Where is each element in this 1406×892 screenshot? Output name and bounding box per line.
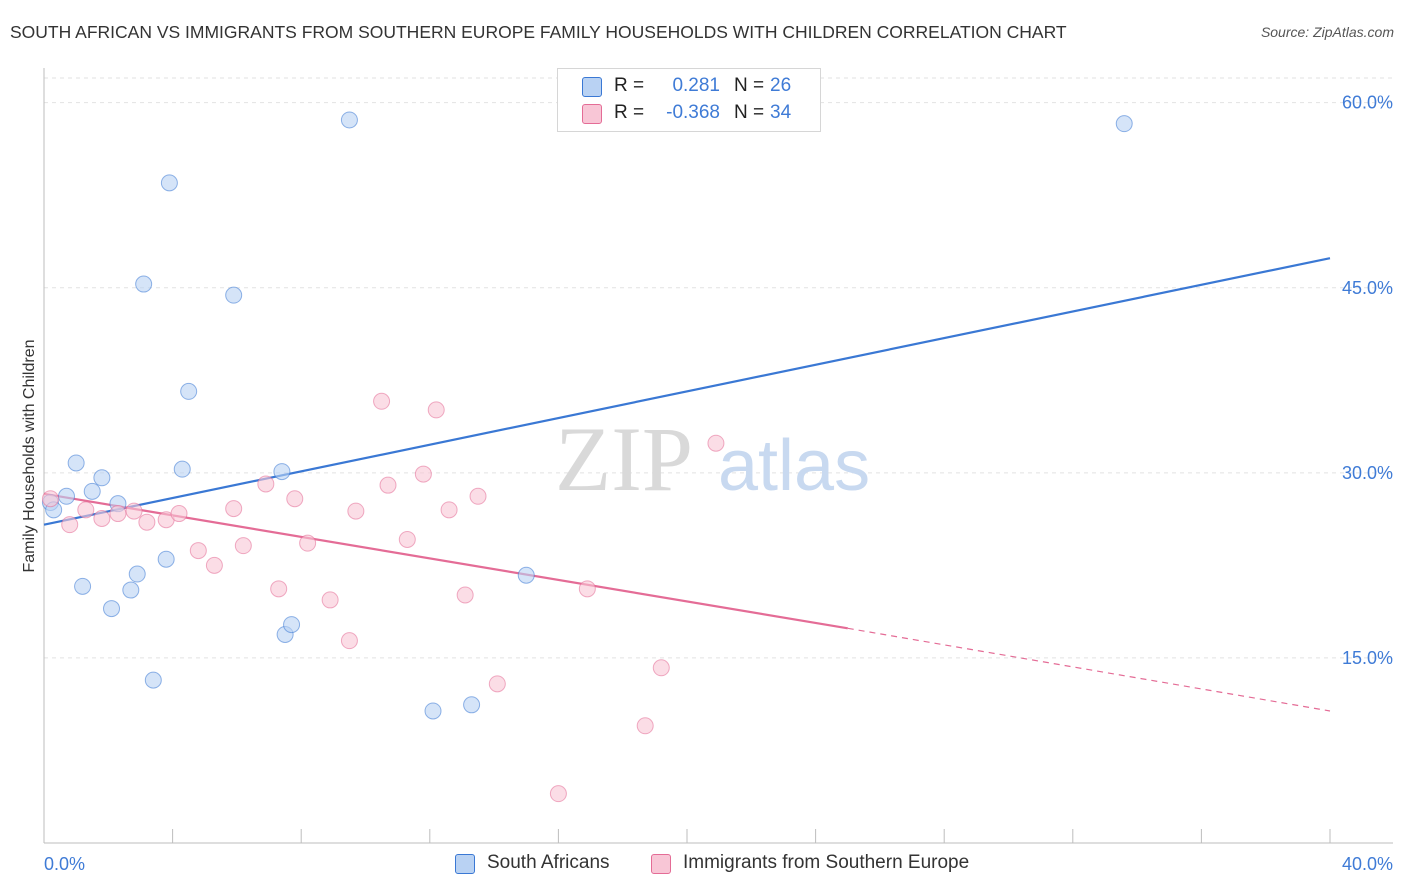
legend-r-value: -0.368 [666,102,720,123]
point-southern-europe [578,580,596,598]
legend-n-value: 34 [770,102,792,123]
point-south-africans [83,482,101,500]
trend-line-extension [847,627,1331,712]
legend-swatch-pink [582,104,602,124]
series-swatch-pink [651,854,671,874]
legend-r-value: 0.281 [672,75,720,96]
point-southern-europe [234,537,252,555]
watermark-zip: ZIP [555,408,693,510]
point-south-africans [67,454,85,472]
point-southern-europe [549,785,567,803]
point-southern-europe [125,502,143,520]
point-southern-europe [77,501,95,519]
point-southern-europe [41,490,59,508]
point-southern-europe [469,487,487,505]
point-south-africans [144,671,162,689]
y-tick-label: 60.0% [1342,93,1393,113]
point-south-africans [225,286,243,304]
gridlines [44,77,1393,659]
point-southern-europe [636,717,654,735]
point-southern-europe [93,509,111,527]
series-legend-label: South Africans [487,852,610,873]
point-south-africans [283,616,301,634]
chart-title: SOUTH AFRICAN VS IMMIGRANTS FROM SOUTHER… [10,22,1067,42]
x-tick-label-min: 0.0% [44,854,85,874]
point-south-africans [135,275,153,293]
watermark-atlas: atlas [718,426,870,506]
point-south-africans [273,463,291,481]
point-southern-europe [414,465,432,483]
point-southern-europe [440,501,458,519]
point-southern-europe [427,401,445,419]
point-south-africans [340,111,358,129]
point-south-africans [160,174,178,192]
point-south-africans [93,469,111,487]
axes [43,68,1393,844]
source-label: Source: ZipAtlas.com [1260,24,1394,40]
point-south-africans [424,702,442,720]
point-southern-europe [379,476,397,494]
point-southern-europe [299,534,317,552]
point-south-africans [74,577,92,595]
point-southern-europe [373,392,391,410]
legend-swatch-blue [582,77,602,97]
point-southern-europe [109,505,127,523]
point-south-africans [58,487,76,505]
point-southern-europe [170,505,188,523]
point-southern-europe [321,591,339,609]
point-southern-europe [138,513,156,531]
legend-r-label: R = [614,75,645,96]
point-southern-europe [398,530,416,548]
point-southern-europe [270,580,288,598]
point-southern-europe [488,675,506,693]
series-swatch-blue [455,854,475,874]
point-southern-europe [189,542,207,560]
data-points [41,111,1133,803]
point-southern-europe [61,516,79,534]
point-south-africans [103,600,121,618]
x-tick-label-max: 40.0% [1342,854,1393,874]
series-legend-label: Immigrants from Southern Europe [683,852,970,873]
point-southern-europe [456,586,474,604]
point-south-africans [517,566,535,584]
correlation-legend: R = 0.281 N = 26 R = -0.368 N = 34 [557,68,821,132]
point-south-africans [1115,115,1133,133]
y-tick-label: 15.0% [1342,648,1393,668]
point-southern-europe [707,434,725,452]
y-axis-label: Family Households with Children [21,340,38,573]
legend-n-label: N = [734,102,765,123]
point-southern-europe [286,490,304,508]
point-south-africans [180,382,198,400]
point-south-africans [463,696,481,714]
point-southern-europe [652,659,670,677]
point-southern-europe [257,475,275,493]
point-southern-europe [347,502,365,520]
point-south-africans [128,565,146,583]
point-southern-europe [205,556,223,574]
point-southern-europe [340,632,358,650]
legend-n-value: 26 [770,75,792,96]
point-south-africans [173,460,191,478]
y-tick-label: 45.0% [1342,278,1393,298]
y-tick-labels: 15.0% 30.0% 45.0% 60.0% [1342,93,1393,668]
point-south-africans [122,581,140,599]
point-southern-europe [225,500,243,518]
y-tick-label: 30.0% [1342,463,1393,483]
legend-r-label: R = [614,102,645,123]
point-south-africans [157,550,175,568]
legend-n-label: N = [734,75,765,96]
